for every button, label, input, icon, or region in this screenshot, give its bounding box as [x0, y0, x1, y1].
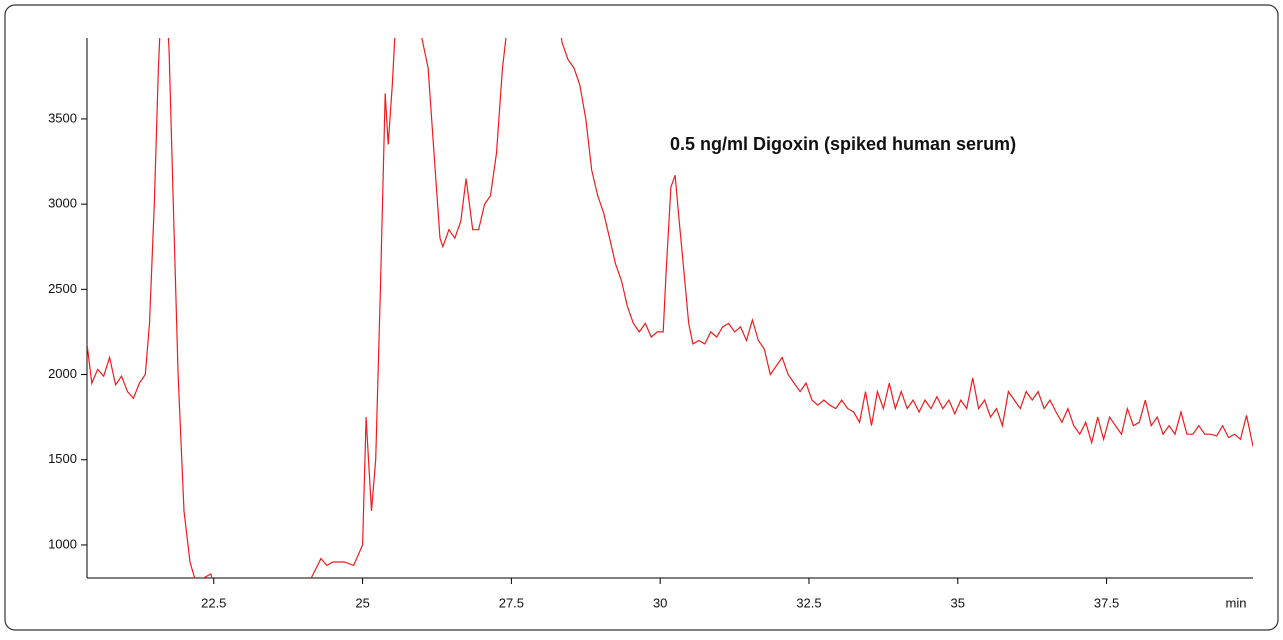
- x-tick-label: 25: [355, 595, 369, 610]
- x-axis-label: min: [1226, 595, 1247, 610]
- x-tick-label: 27.5: [499, 595, 524, 610]
- x-tick-label: 22.5: [201, 595, 226, 610]
- trace: [87, 38, 1253, 578]
- y-tick-label: 3500: [48, 110, 77, 125]
- y-tick-label: 1500: [48, 451, 77, 466]
- x-tick-label: 37.5: [1094, 595, 1119, 610]
- y-tick-label: 2500: [48, 281, 77, 296]
- x-tick-label: 32.5: [796, 595, 821, 610]
- y-tick-label: 2000: [48, 366, 77, 381]
- y-tick-label: 1000: [48, 536, 77, 551]
- frame: [4, 4, 1279, 631]
- x-tick-label: 35: [951, 595, 965, 610]
- annotation: 0.5 ng/ml Digoxin (spiked human serum): [670, 134, 1016, 154]
- y-tick-label: 3000: [48, 196, 77, 211]
- x-tick-label: 30: [653, 595, 667, 610]
